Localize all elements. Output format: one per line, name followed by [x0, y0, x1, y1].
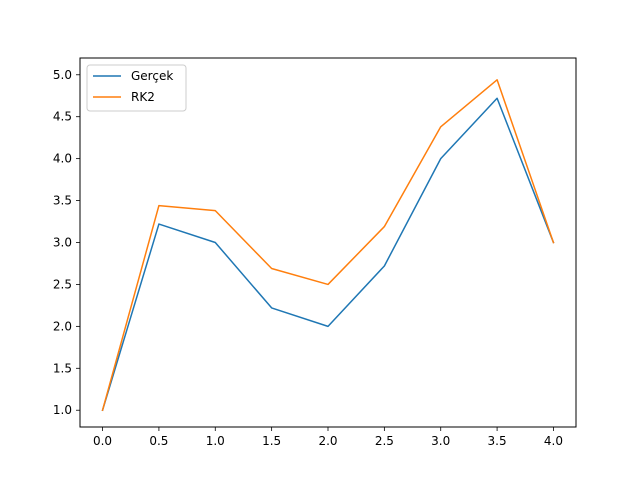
x-axis: 0.0 0.5 1.0 1.5 2.0 2.5 3.0 3.5 4.0 [93, 427, 563, 448]
y-tick-label: 4.5 [53, 110, 72, 124]
series-line-rk2 [101, 79, 555, 412]
x-tick-label: 2.5 [375, 434, 394, 448]
y-tick-label: 4.0 [53, 152, 72, 166]
y-tick-label: 5.0 [53, 68, 72, 82]
x-tick-label: 3.0 [431, 434, 450, 448]
x-tick-label: 0.5 [149, 434, 168, 448]
legend-label: RK2 [131, 90, 155, 104]
series-layer [101, 79, 555, 412]
y-tick-label: 2.0 [53, 319, 72, 333]
x-tick-label: 0.0 [93, 434, 112, 448]
y-axis: 1.0 1.5 2.0 2.5 3.0 3.5 4.0 4.5 5.0 [53, 68, 80, 417]
x-tick-label: 4.0 [544, 434, 563, 448]
x-tick-label: 1.5 [262, 434, 281, 448]
plot-frame [79, 57, 577, 428]
x-tick-label: 2.0 [318, 434, 337, 448]
y-tick-label: 3.5 [53, 194, 72, 208]
y-tick-label: 1.5 [53, 361, 72, 375]
series-line-gercek [101, 97, 555, 412]
x-tick-label: 3.5 [488, 434, 507, 448]
y-tick-label: 3.0 [53, 236, 72, 250]
y-tick-label: 1.0 [53, 403, 72, 417]
plot-area [80, 58, 576, 427]
legend: Gerçek RK2 [86, 64, 187, 112]
legend-label: Gerçek [131, 69, 173, 83]
x-tick-label: 1.0 [206, 434, 225, 448]
y-tick-label: 2.5 [53, 277, 72, 291]
